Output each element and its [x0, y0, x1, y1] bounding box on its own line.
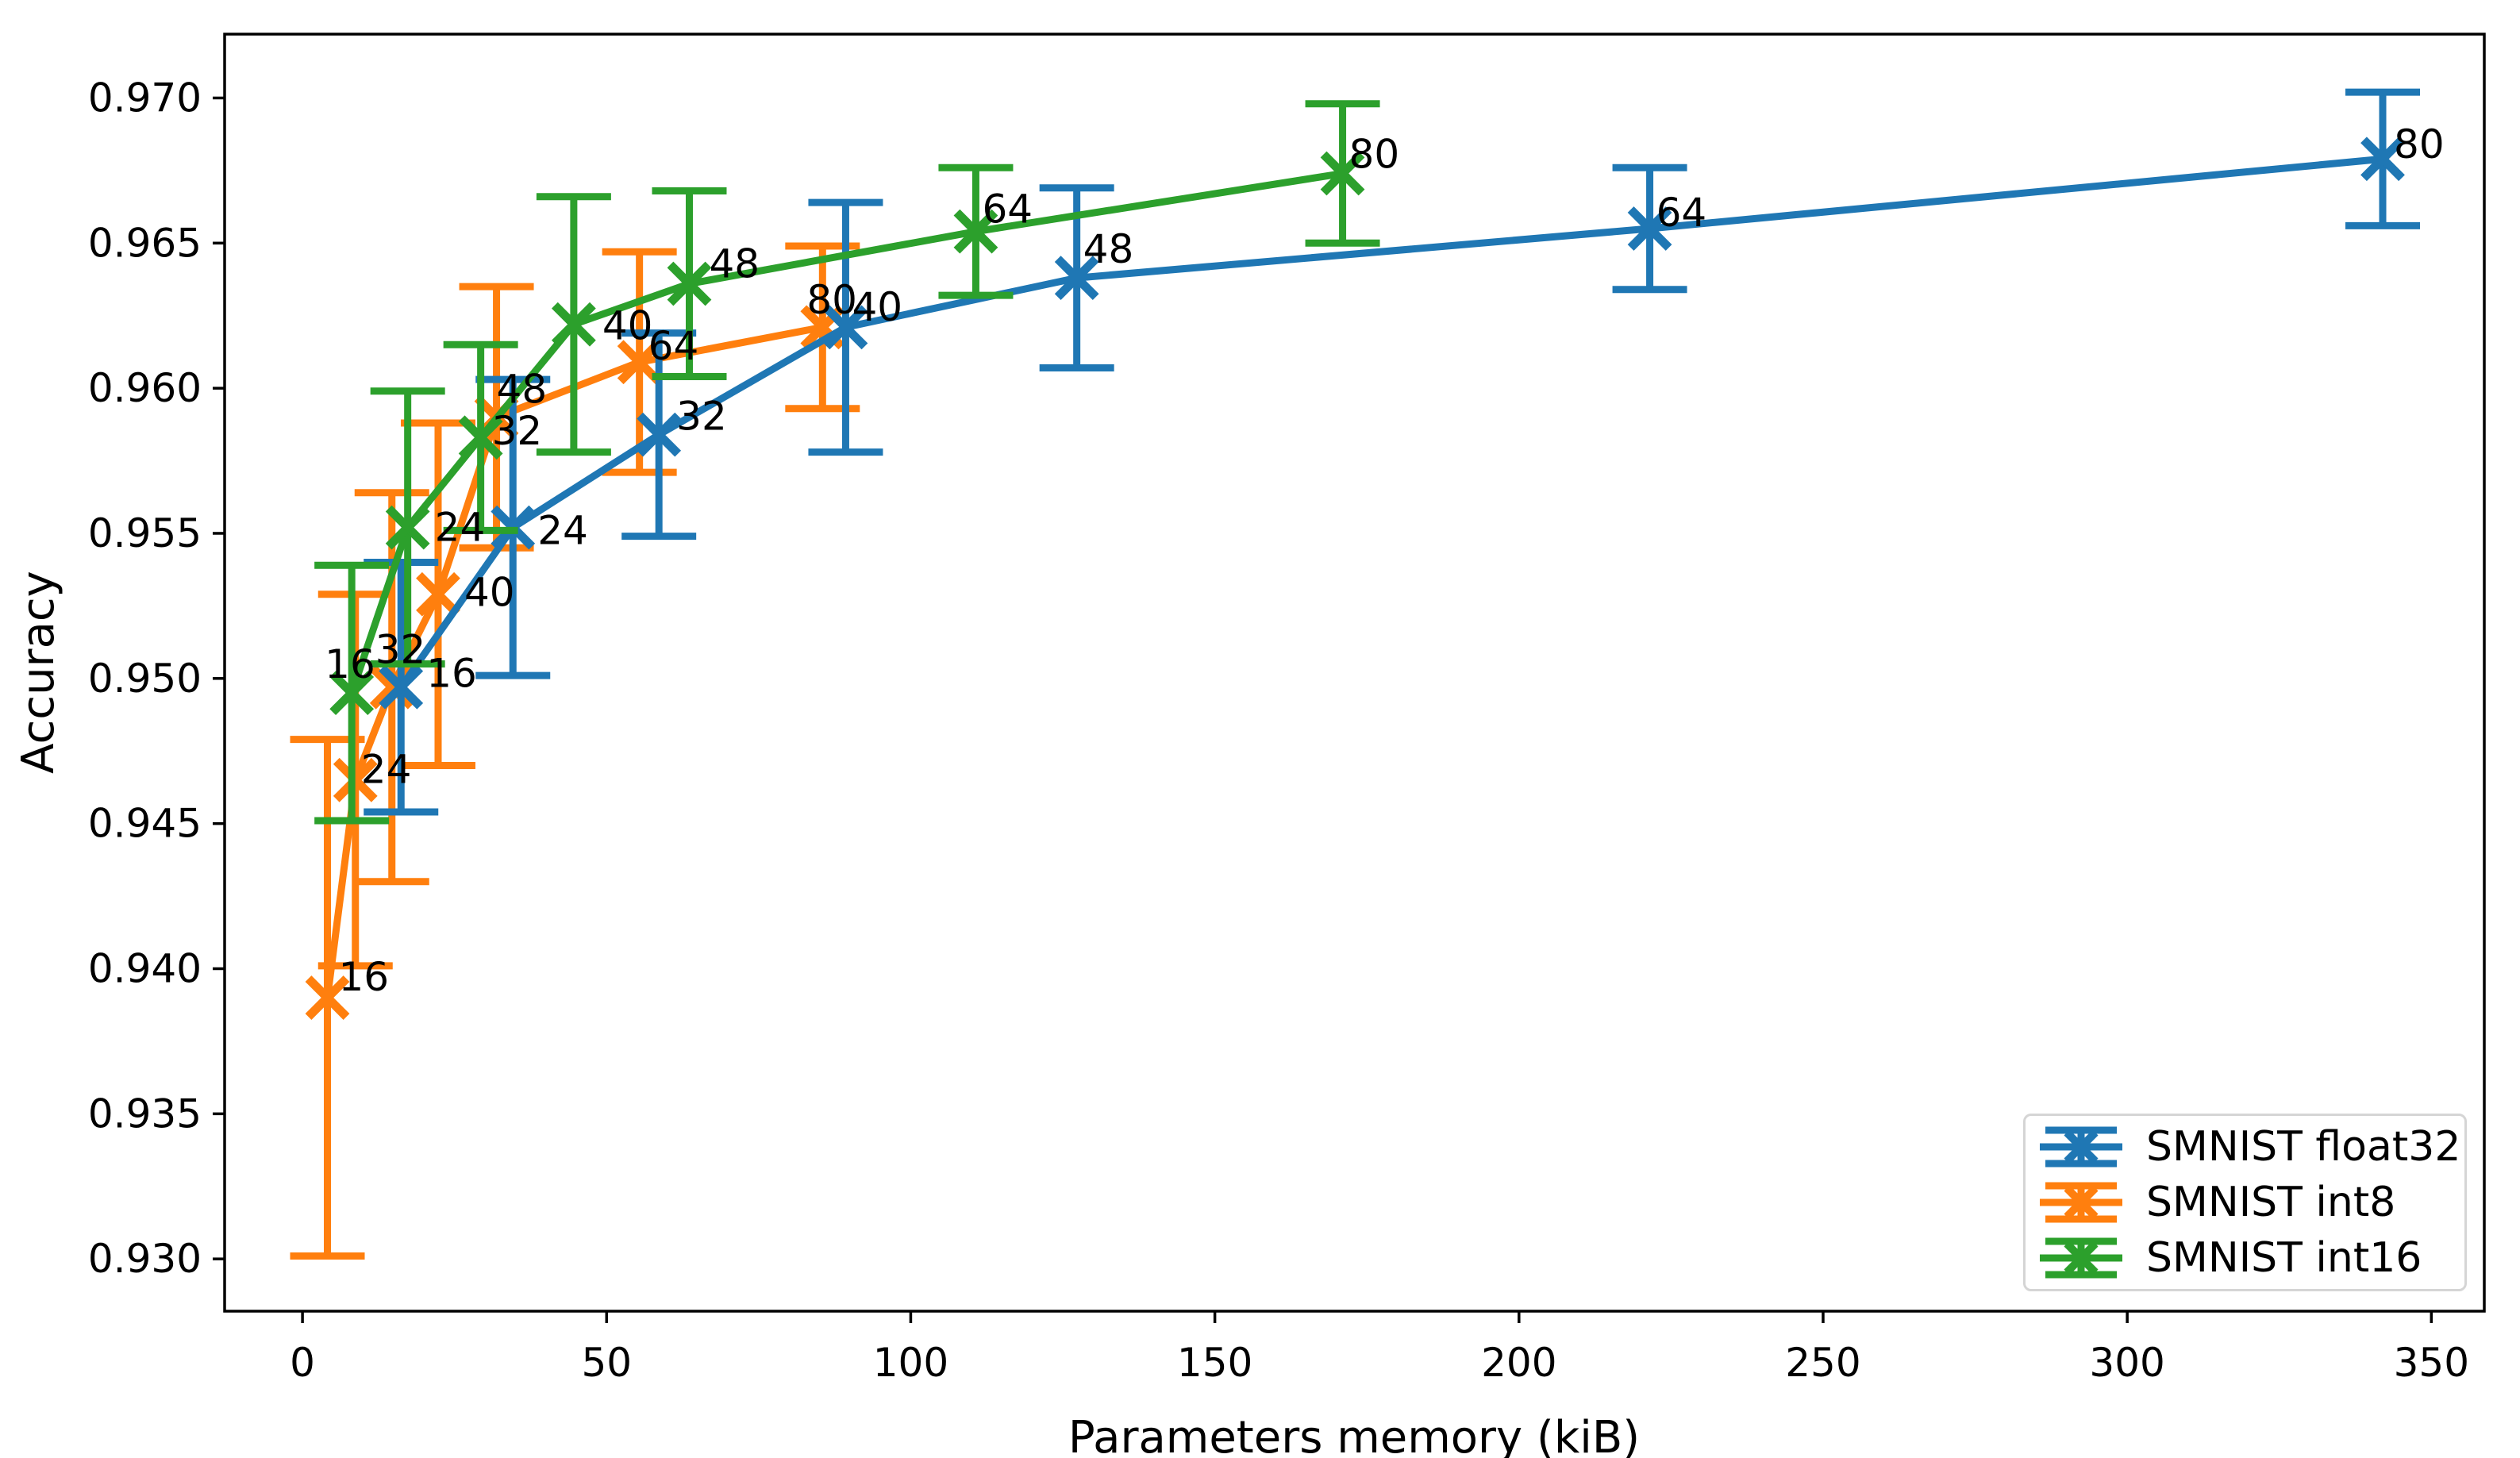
- legend-item-smnist-int8: SMNIST int8: [2040, 1175, 2464, 1230]
- data-point-marker: [2360, 137, 2405, 182]
- y-tick-label: 0.930: [88, 1236, 202, 1282]
- data-point-label: 64: [982, 186, 1033, 232]
- x-tick-label: 350: [2394, 1340, 2469, 1386]
- data-point-label: 80: [806, 277, 857, 323]
- legend-item-smnist-int16: SMNIST int16: [2040, 1230, 2464, 1286]
- data-point-marker: [1320, 151, 1365, 196]
- y-tick-label: 0.935: [88, 1091, 202, 1137]
- data-point-label: 48: [1083, 226, 1134, 272]
- data-point-marker: [458, 415, 503, 460]
- data-point-label: 64: [1656, 190, 1707, 236]
- series-smnist-int16: [314, 100, 1380, 825]
- legend-item-smnist-float32: SMNIST float32: [2040, 1119, 2464, 1175]
- legend-label: SMNIST int8: [2146, 1179, 2396, 1226]
- data-point-label: 80: [1349, 131, 1400, 177]
- data-point-marker: [617, 340, 662, 385]
- y-axis-title: Accuracy: [13, 571, 64, 774]
- data-point-label: 80: [2394, 121, 2445, 167]
- x-tick-label: 250: [1785, 1340, 1860, 1386]
- errorbar-marker-icon: [2040, 1182, 2122, 1223]
- data-point-label: 24: [435, 504, 486, 550]
- errorbar-marker-icon: [2040, 1237, 2122, 1279]
- legend-key-line: [2064, 1129, 2099, 1164]
- data-point-label: 24: [537, 507, 588, 553]
- series-smnist-float32: [364, 88, 2421, 816]
- data-point-marker: [1054, 256, 1099, 301]
- y-tick-label: 0.960: [88, 365, 202, 411]
- data-point-label: 32: [375, 627, 426, 673]
- y-tick-label: 0.955: [88, 510, 202, 556]
- data-point-label: 24: [361, 747, 412, 793]
- x-tick-label: 0: [290, 1340, 315, 1386]
- data-point-label: 48: [497, 366, 548, 412]
- x-tick-label: 200: [1481, 1340, 1556, 1386]
- legend-label: SMNIST int16: [2146, 1234, 2422, 1282]
- data-point-marker: [1627, 206, 1672, 251]
- y-tick-label: 0.950: [88, 656, 202, 702]
- data-point-marker: [333, 757, 378, 802]
- data-point-label: 40: [852, 284, 902, 330]
- data-point-marker: [551, 302, 596, 347]
- legend-key-line: [2064, 1185, 2099, 1220]
- data-point-label: 16: [426, 651, 477, 697]
- data-point-label: 64: [648, 323, 699, 369]
- legend: SMNIST float32 SMNIST int8 SMNIST int16: [2023, 1114, 2467, 1291]
- x-tick-label: 150: [1177, 1340, 1252, 1386]
- y-tick-label: 0.970: [88, 75, 202, 121]
- axes-frame: [223, 33, 2486, 1313]
- data-point-marker: [637, 412, 682, 457]
- x-axis-title: Parameters memory (kiB): [1068, 1412, 1641, 1458]
- legend-key-line: [2064, 1241, 2099, 1275]
- y-tick-label: 0.940: [88, 945, 202, 991]
- data-point-marker: [379, 664, 424, 710]
- data-point-label: 40: [602, 302, 653, 348]
- data-point-marker: [823, 305, 868, 350]
- data-point-label: 40: [464, 570, 515, 616]
- errorbar-marker-icon: [2040, 1126, 2122, 1168]
- data-point-marker: [953, 209, 998, 254]
- data-point-label: 48: [709, 240, 760, 287]
- data-point-marker: [416, 571, 460, 617]
- data-point-label: 32: [492, 408, 543, 454]
- y-tick-label: 0.945: [88, 801, 202, 847]
- data-point-marker: [667, 261, 712, 306]
- data-point-label: 16: [325, 641, 375, 687]
- x-tick-label: 50: [581, 1340, 632, 1386]
- data-point-marker: [369, 664, 414, 710]
- data-point-label: 32: [676, 393, 727, 439]
- y-tick-label: 0.965: [88, 220, 202, 266]
- data-point-label: 16: [339, 954, 390, 1000]
- x-tick-label: 100: [873, 1340, 948, 1386]
- x-tick-label: 300: [2089, 1340, 2164, 1386]
- legend-label: SMNIST float32: [2146, 1123, 2461, 1171]
- data-point-marker: [329, 671, 375, 715]
- data-point-marker: [305, 975, 350, 1020]
- data-point-marker: [385, 505, 430, 550]
